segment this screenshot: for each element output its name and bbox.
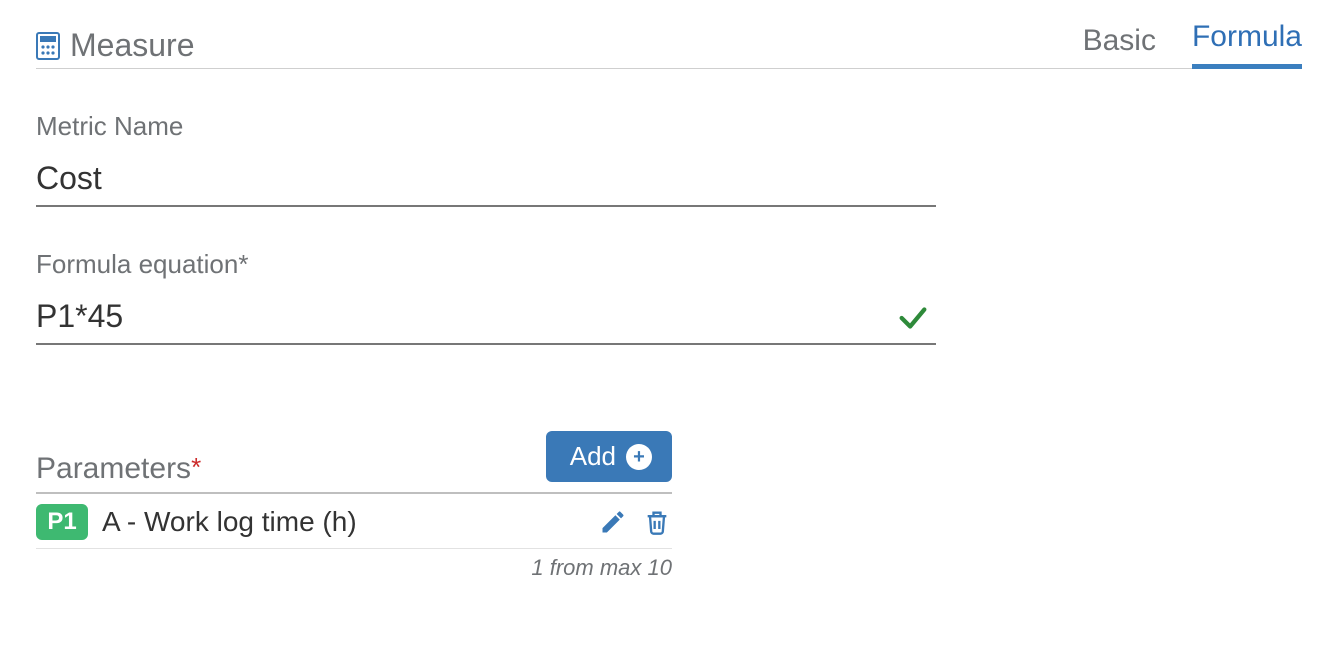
checkmark-icon — [896, 301, 930, 335]
edit-icon[interactable] — [598, 507, 628, 537]
parameters-header: Parameters* Add + — [36, 431, 672, 494]
metric-name-input[interactable] — [36, 142, 936, 207]
page-title: Measure — [36, 27, 195, 64]
parameter-row: P1 A - Work log time (h) — [36, 494, 672, 549]
page-title-text: Measure — [70, 27, 195, 64]
parameters-count: 1 from max 10 — [36, 555, 672, 581]
metric-name-field: Metric Name — [36, 111, 936, 207]
parameters-title-text: Parameters — [36, 452, 191, 485]
tab-bar: Basic Formula — [1083, 20, 1302, 64]
add-parameter-button[interactable]: Add + — [546, 431, 672, 482]
required-star: * — [191, 452, 201, 482]
plus-icon: + — [626, 444, 652, 470]
formula-label: Formula equation* — [36, 249, 936, 280]
trash-icon[interactable] — [642, 507, 672, 537]
tab-basic[interactable]: Basic — [1083, 24, 1156, 64]
add-button-label: Add — [570, 441, 616, 472]
parameter-row-actions — [598, 507, 672, 537]
formula-field: Formula equation* — [36, 249, 936, 345]
calculator-icon — [36, 32, 60, 60]
metric-name-label: Metric Name — [36, 111, 936, 142]
parameter-label: A - Work log time (h) — [102, 506, 598, 538]
parameter-badge: P1 — [36, 504, 88, 540]
tab-formula[interactable]: Formula — [1192, 20, 1302, 69]
parameters-section: Parameters* Add + P1 A - Work log time (… — [36, 431, 672, 581]
formula-input[interactable] — [36, 280, 936, 345]
parameters-title: Parameters* — [36, 452, 201, 486]
section-header: Measure Basic Formula — [36, 20, 1302, 69]
